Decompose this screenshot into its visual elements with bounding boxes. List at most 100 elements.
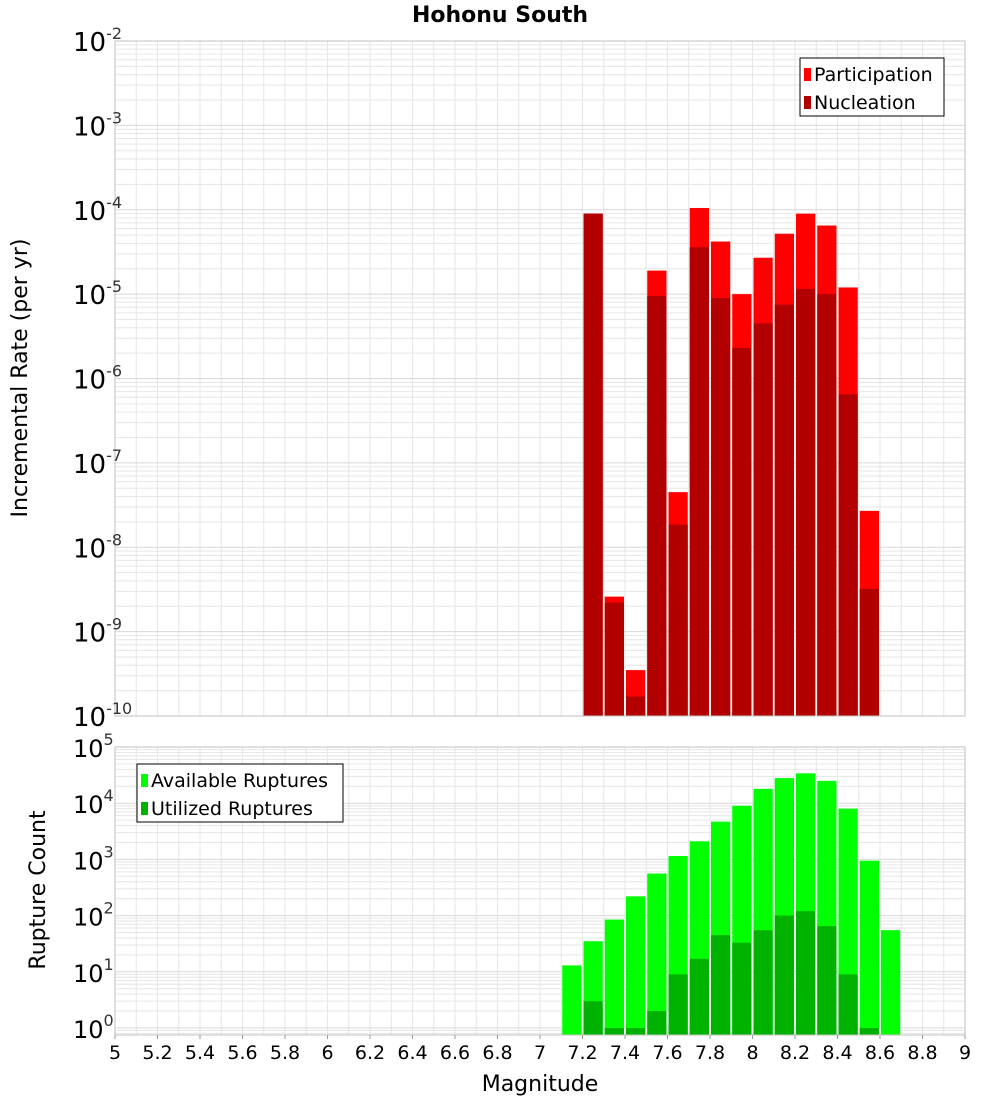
x-tick-label: 5.6 <box>227 1042 257 1064</box>
nucleation-bar <box>774 304 794 716</box>
nucleation-bar <box>753 323 773 716</box>
rate-y-tick-exponent: -3 <box>106 108 122 127</box>
count-y-tick-label: 100 <box>73 1011 114 1044</box>
available-ruptures-bar <box>626 896 646 1035</box>
utilized-ruptures-bar <box>689 958 709 1035</box>
x-tick-label: 7.6 <box>652 1042 682 1064</box>
available-ruptures-bar <box>647 873 667 1035</box>
count-y-tick-label: 104 <box>73 786 114 819</box>
x-tick-label: 5.2 <box>142 1042 172 1064</box>
nucleation-bar <box>626 696 646 716</box>
x-tick-label: 8.8 <box>907 1042 937 1064</box>
count-y-tick-label: 102 <box>73 899 114 932</box>
x-tick-label: 7.2 <box>567 1042 597 1064</box>
nucleation-bar <box>859 589 879 716</box>
utilized-ruptures-bar <box>668 974 688 1035</box>
count-grid <box>114 746 966 1035</box>
utilized-ruptures-bars <box>583 911 879 1035</box>
nucleation-bar <box>838 394 858 716</box>
rate-y-tick-exponent: -6 <box>106 362 122 381</box>
count-y-tick-exponent: 2 <box>104 899 114 918</box>
rate-legend: Participation Nucleation <box>799 57 945 117</box>
x-tick-label: 5 <box>109 1042 121 1064</box>
rate-y-tick-label: 10-3 <box>73 108 122 142</box>
rate-y-tick-exponent: -7 <box>106 446 122 465</box>
rate-axis-label: Incremental Rate (per yr) <box>8 239 33 518</box>
count-legend-swatch <box>141 774 148 787</box>
rate-y-tick-label: 10-2 <box>73 24 122 58</box>
rate-y-tick-label: 10-7 <box>73 446 122 480</box>
rate-plot-frame <box>114 40 966 717</box>
x-tick-label: 6.8 <box>482 1042 512 1064</box>
nucleation-bar <box>668 524 688 716</box>
nucleation-bar <box>689 247 709 716</box>
rate-grid <box>114 40 966 717</box>
count-y-tick-exponent: 4 <box>104 786 114 805</box>
count-y-tick-label: 101 <box>73 955 114 988</box>
x-tick-label: 7.4 <box>610 1042 640 1064</box>
nucleation-bar <box>817 294 837 716</box>
x-tick-label: 6.6 <box>440 1042 470 1064</box>
count-y-tick-exponent: 3 <box>104 842 114 861</box>
rate-y-tick-exponent: -8 <box>106 530 122 549</box>
nucleation-bar <box>583 213 603 717</box>
rate-legend-label: Participation <box>814 64 933 86</box>
nucleation-bar <box>711 297 731 716</box>
utilized-ruptures-bar <box>838 974 858 1035</box>
rate-y-tick-label: 10-6 <box>73 362 122 396</box>
nucleation-bar <box>732 347 752 716</box>
x-tick-label: 7 <box>534 1042 546 1064</box>
rate-legend-label: Nucleation <box>814 92 916 114</box>
x-tick-label: 8.4 <box>822 1042 852 1064</box>
nucleation-bar <box>604 602 624 716</box>
rate-y-tick-label: 10-10 <box>73 699 132 733</box>
rate-y-tick-exponent: -9 <box>106 615 122 634</box>
utilized-ruptures-bar <box>753 930 773 1035</box>
utilized-ruptures-bar <box>732 942 752 1035</box>
x-tick-label: 5.4 <box>185 1042 215 1064</box>
count-legend-label: Utilized Ruptures <box>151 798 313 820</box>
nucleation-bars <box>583 213 879 717</box>
utilized-ruptures-bar <box>817 926 837 1035</box>
utilized-ruptures-bar <box>647 1011 667 1035</box>
count-legend-label: Available Ruptures <box>151 770 328 792</box>
x-tick-label: 6.4 <box>397 1042 427 1064</box>
available-ruptures-bar <box>562 965 582 1035</box>
utilized-ruptures-bar <box>796 911 816 1035</box>
x-tick-label: 6.2 <box>355 1042 385 1064</box>
rate-y-tick-label: 10-4 <box>73 193 122 227</box>
rate-y-tick-exponent: -5 <box>106 277 122 296</box>
rate-legend-swatch <box>804 68 811 81</box>
available-ruptures-bar <box>881 930 901 1035</box>
available-ruptures-bar <box>604 919 624 1035</box>
rate-y-tick-exponent: -4 <box>106 193 122 212</box>
x-tick-label: 8 <box>746 1042 758 1064</box>
x-tick-label: 8.2 <box>780 1042 810 1064</box>
count-y-tick-exponent: 5 <box>104 730 114 749</box>
x-tick-label: 9 <box>959 1042 971 1064</box>
rate-y-tick-exponent: -10 <box>106 699 132 718</box>
count-legend-swatch <box>141 802 148 815</box>
rate-legend-swatch <box>804 96 811 109</box>
x-axis-label: Magnitude <box>482 1072 599 1097</box>
chart-title: Hohonu South <box>412 3 588 28</box>
count-legend: Available Ruptures Utilized Ruptures <box>136 763 344 823</box>
count-y-tick-label: 103 <box>73 842 114 875</box>
rate-y-tick-label: 10-8 <box>73 530 122 564</box>
nucleation-bar <box>796 289 816 716</box>
rate-y-tick-exponent: -2 <box>106 24 122 43</box>
count-y-tick-exponent: 0 <box>104 1011 114 1030</box>
utilized-ruptures-bar <box>774 915 794 1035</box>
utilized-ruptures-bar <box>626 1027 646 1035</box>
utilized-ruptures-bar <box>711 935 731 1035</box>
count-y-tick-exponent: 1 <box>104 955 114 974</box>
utilized-ruptures-bar <box>604 1027 624 1035</box>
rate-legend-box <box>799 57 945 117</box>
x-tick-label: 8.6 <box>865 1042 895 1064</box>
count-legend-box <box>136 763 344 823</box>
count-y-tick-label: 105 <box>73 730 114 763</box>
x-tick-label: 7.8 <box>695 1042 725 1064</box>
count-axis-label: Rupture Count <box>26 810 51 970</box>
